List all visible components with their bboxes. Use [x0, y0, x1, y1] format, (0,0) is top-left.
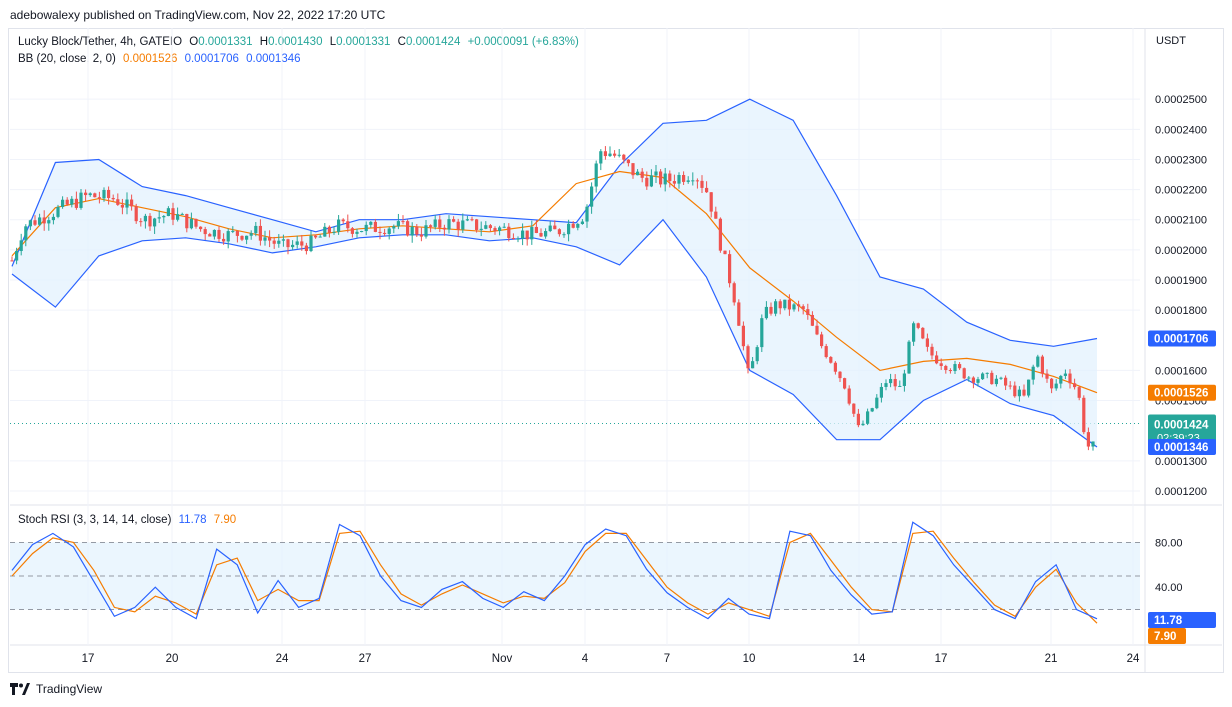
bb-legend: BB (20, close, 2, 0) 0.0001526 0.0001706… — [18, 53, 305, 65]
bb-upper-value: 0.0001706 — [184, 53, 239, 65]
open-label: O — [189, 36, 199, 48]
bb-lower-value: 0.0001346 — [246, 53, 301, 65]
symbol-legend: Lucky Block/Tether, 4h, GATEIO O0.000133… — [18, 36, 583, 48]
tradingview-logo-icon — [10, 683, 30, 695]
symbol-title[interactable]: Lucky Block/Tether, 4h, GATEIO — [18, 36, 183, 48]
open-value: 0.0001331 — [198, 36, 253, 48]
publisher-line: adebowalexy published on TradingView.com… — [10, 8, 386, 22]
stoch-d-value: 7.90 — [213, 514, 237, 526]
chart-frame — [8, 28, 1224, 673]
high-value: 0.0001430 — [268, 36, 323, 48]
bb-basis-value: 0.0001526 — [123, 53, 178, 65]
close-value: 0.0001424 — [405, 36, 461, 48]
bb-label[interactable]: BB (20, close, 2, 0) — [18, 53, 116, 65]
low-value: 0.0001331 — [336, 36, 391, 48]
stoch-k-value: 11.78 — [178, 514, 207, 526]
stoch-legend: Stoch RSI (3, 3, 14, 14, close) 11.78 7.… — [18, 514, 240, 526]
low-label: L — [329, 36, 337, 48]
close-label: C — [397, 36, 406, 48]
tradingview-footer[interactable]: TradingView — [10, 682, 102, 696]
tradingview-brand: TradingView — [36, 682, 103, 696]
stoch-label[interactable]: Stoch RSI (3, 3, 14, 14, close) — [18, 514, 172, 526]
high-label: H — [259, 36, 269, 48]
change-value: +0.0000091 (+6.83%) — [467, 36, 579, 48]
